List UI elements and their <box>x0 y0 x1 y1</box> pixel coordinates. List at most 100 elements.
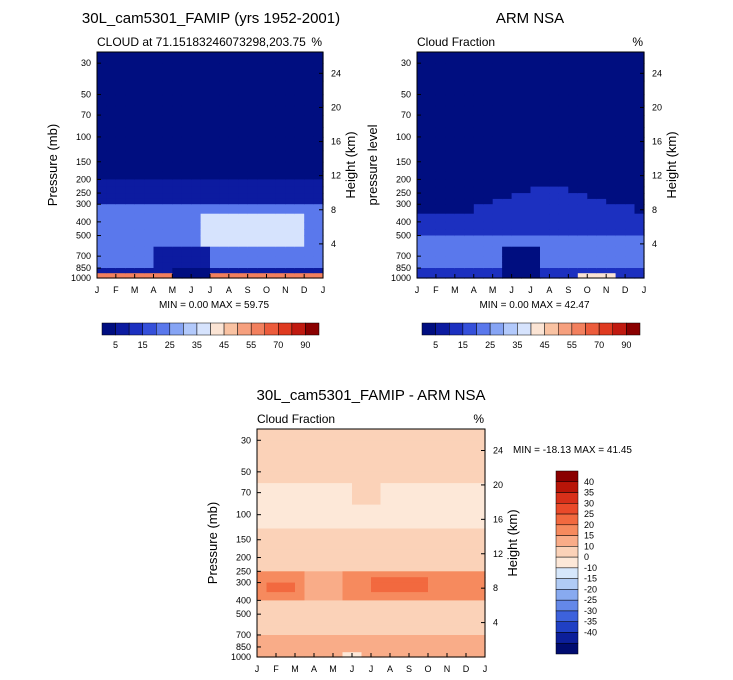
contour-cell <box>210 193 220 200</box>
contour-cell <box>247 179 258 188</box>
contour-cell <box>294 268 305 274</box>
contour-cell <box>568 127 579 138</box>
contour-cell <box>134 80 145 96</box>
colorbar-label: 10 <box>584 541 594 551</box>
contour-cell <box>304 528 315 541</box>
contour-cell <box>596 186 607 194</box>
contour-cell <box>445 262 456 269</box>
contour-cell <box>530 186 541 194</box>
contour-cell <box>454 161 465 172</box>
contour-cell <box>257 549 268 559</box>
contour-cell <box>625 94 636 107</box>
contour-cell <box>596 229 607 237</box>
contour-cell <box>464 268 475 274</box>
contour-cell <box>511 105 522 116</box>
contour-cell <box>435 105 446 116</box>
contour-cell <box>228 136 239 152</box>
contour-cell <box>409 483 420 494</box>
contour-cell <box>456 564 467 572</box>
contour-cell <box>304 635 315 642</box>
x-tick-label: D <box>622 285 629 295</box>
contour-cell <box>342 528 353 541</box>
contour-cell <box>437 652 448 658</box>
contour-cell <box>304 171 315 180</box>
contour-cell <box>181 127 192 138</box>
contour-cell <box>295 625 306 636</box>
contour-cell <box>577 161 588 172</box>
contour-cell <box>134 262 145 269</box>
contour-cell <box>409 641 420 648</box>
contour-cell <box>568 179 579 188</box>
contour-cell <box>568 161 579 172</box>
contour-cell <box>153 204 164 215</box>
contour-cell <box>521 171 532 180</box>
contour-cell <box>125 80 136 96</box>
contour-cell <box>540 193 551 200</box>
colorbar-label: 40 <box>584 477 594 487</box>
contour-cell <box>435 80 446 96</box>
contour-cell <box>549 229 560 237</box>
contour-cell <box>352 429 363 441</box>
contour-cell <box>342 652 353 658</box>
contour-cell <box>153 229 164 237</box>
contour-cell <box>390 614 401 627</box>
colorbar-swatch <box>555 546 579 558</box>
contour-cell <box>342 582 353 593</box>
contour-cell <box>521 221 532 230</box>
contour-cell <box>200 179 211 188</box>
contour-cell <box>115 193 126 200</box>
contour-cell <box>162 198 173 205</box>
contour-cell <box>295 635 306 642</box>
contour-cell <box>294 52 305 64</box>
contour-cell <box>409 564 420 572</box>
contour-cell <box>191 204 202 215</box>
contour-cell <box>219 115 230 128</box>
contour-cell <box>445 268 456 274</box>
y-tick-label: 250 <box>236 566 251 576</box>
contour-cell <box>492 221 503 230</box>
contour-cell <box>361 635 372 642</box>
contour-cell <box>115 63 126 82</box>
contour-cell <box>333 458 344 473</box>
contour-cell <box>390 440 401 459</box>
contour-cell <box>540 127 551 138</box>
colorbar-swatch <box>223 322 238 336</box>
contour-cell <box>333 641 344 648</box>
contour-cell <box>380 440 391 459</box>
contour-cell <box>257 652 268 658</box>
contour-cell <box>587 115 598 128</box>
x-tick-label: F <box>273 664 279 674</box>
contour-cell <box>295 577 306 584</box>
y-tick-label: 70 <box>81 110 91 120</box>
contour-cell <box>511 127 522 138</box>
height-tick-label: 20 <box>331 102 341 112</box>
contour-cell <box>247 229 258 237</box>
contour-cell <box>437 647 448 653</box>
contour-cell <box>428 635 439 642</box>
contour-cell <box>342 504 353 516</box>
contour-cell <box>323 592 334 601</box>
x-tick-label: A <box>226 285 232 295</box>
contour-cell <box>200 221 211 230</box>
contour-cell <box>295 564 306 572</box>
contour-cell <box>228 186 239 194</box>
contour-cell <box>266 204 277 215</box>
contour-cell <box>228 256 239 263</box>
colorbar-label: 20 <box>584 520 594 530</box>
contour-cell <box>417 235 428 248</box>
contour-cell <box>238 115 249 128</box>
colorbar-swatch <box>128 322 143 336</box>
contour-cell <box>266 440 277 459</box>
contour-cell <box>437 549 448 559</box>
contour-cell <box>615 235 626 248</box>
contour-cell <box>454 268 465 274</box>
contour-cell <box>417 262 428 269</box>
contour-cell <box>502 246 513 257</box>
contour-cell <box>492 52 503 64</box>
contour-cell <box>361 539 372 550</box>
contour-cell <box>445 273 456 279</box>
contour-cell <box>447 539 458 550</box>
contour-cell <box>530 256 541 263</box>
contour-cell <box>294 150 305 163</box>
contour-cell <box>390 471 401 484</box>
